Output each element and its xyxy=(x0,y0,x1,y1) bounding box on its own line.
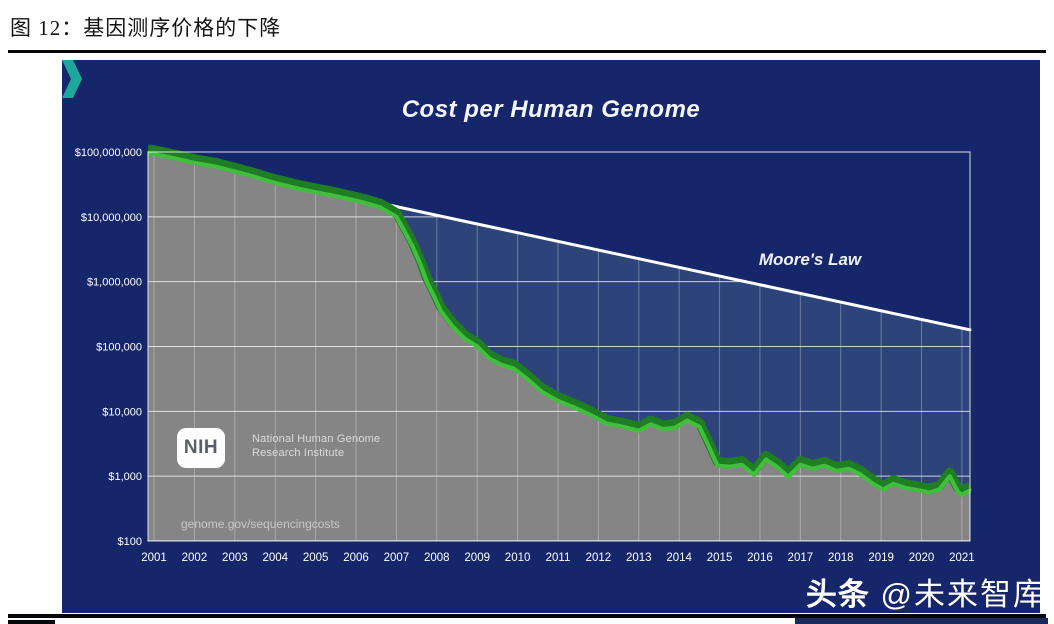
source-url: genome.gov/sequencingcosts xyxy=(181,517,340,531)
x-tick-label: 2001 xyxy=(141,552,167,564)
x-tick-label: 2021 xyxy=(949,552,975,564)
x-tick-label: 2017 xyxy=(788,552,814,564)
top-rule xyxy=(8,50,1046,53)
y-tick-label: $10,000 xyxy=(102,406,142,418)
bottom-right-navy-strip xyxy=(795,618,1048,624)
x-tick-label: 2006 xyxy=(343,552,369,564)
figure-caption: 图 12：基因测序价格的下降 xyxy=(10,16,282,40)
x-tick-label: 2014 xyxy=(666,552,692,564)
x-tick-label: 2020 xyxy=(909,552,935,564)
x-tick-label: 2003 xyxy=(222,552,248,564)
moore-gap-fill xyxy=(253,175,970,495)
cost-area-fill xyxy=(148,153,970,541)
x-tick-label: 2002 xyxy=(182,552,208,564)
x-tick-label: 2007 xyxy=(384,552,410,564)
x-axis-labels: 2001 2002 2003 2004 2005 2006 2007 2008 2009 2010… xyxy=(141,552,974,564)
nih-org-line1: National Human Genome xyxy=(252,433,381,445)
x-tick-label: 2008 xyxy=(424,552,450,564)
cost-line-band xyxy=(147,144,973,496)
y-tick-label: $100 xyxy=(118,536,142,548)
x-tick-label: 2016 xyxy=(747,552,773,564)
nih-org-line2: Research Institute xyxy=(252,447,345,459)
chart-title: Cost per Human Genome xyxy=(401,96,701,123)
x-tick-label: 2010 xyxy=(505,552,531,564)
y-tick-label: $1,000,000 xyxy=(87,277,142,289)
x-tick-label: 2018 xyxy=(828,552,854,564)
nih-org-name: National Human Genome Research Institute xyxy=(252,432,380,460)
genome-cost-chart: $100,000,000 $10,000,000 $1,000,000 $100,00… xyxy=(75,144,975,564)
x-tick-label: 2005 xyxy=(303,552,329,564)
chart-panel: $100,000,000 $10,000,000 $1,000,000 $100,00… xyxy=(62,60,1040,613)
x-tick-label: 2011 xyxy=(546,552,571,564)
x-tick-label: 2004 xyxy=(262,552,288,564)
bottom-left-rule-fragment xyxy=(8,620,55,624)
x-tick-label: 2009 xyxy=(464,552,490,564)
nih-logo: NIH xyxy=(177,428,225,468)
x-tick-label: 2019 xyxy=(868,552,894,564)
y-axis-labels: $100,000,000 $10,000,000 $1,000,000 $100,00… xyxy=(75,147,142,548)
y-tick-label: $1,000 xyxy=(108,471,142,483)
cost-line xyxy=(147,151,971,497)
moores-law-annotation: Moore's Law xyxy=(758,250,862,269)
watermark: 头条 @未来智库 xyxy=(806,569,1046,614)
nih-chevron-icon xyxy=(62,60,82,98)
plot-border xyxy=(147,151,971,542)
bottom-rule xyxy=(8,614,1046,618)
y-tick-label: $100,000,000 xyxy=(75,147,142,159)
x-tick-label: 2012 xyxy=(586,552,612,564)
watermark-account: @未来智库 xyxy=(869,577,1046,612)
y-tick-label: $100,000 xyxy=(96,342,142,354)
nih-logo-text: NIH xyxy=(183,437,219,458)
x-tick-label: 2015 xyxy=(707,552,733,564)
watermark-brand: 头条 xyxy=(805,577,870,612)
x-tick-label: 2013 xyxy=(626,552,652,564)
y-tick-label: $10,000,000 xyxy=(81,212,142,224)
